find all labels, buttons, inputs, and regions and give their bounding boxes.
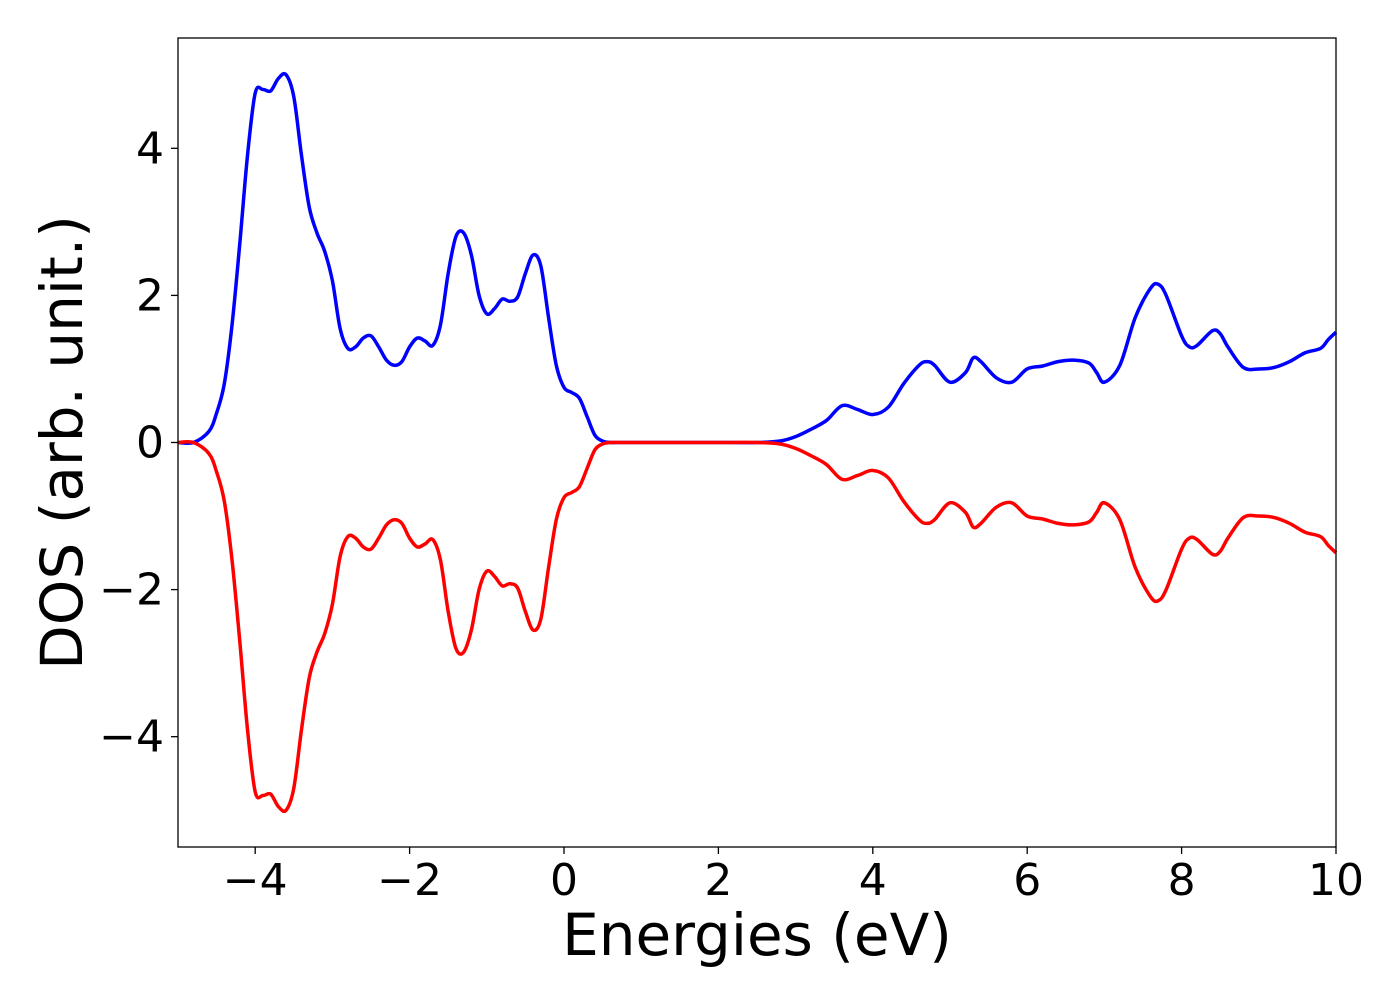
y-tick-label: −4 xyxy=(99,712,164,763)
y-tick-label: 0 xyxy=(136,418,164,469)
plot-frame xyxy=(177,37,1337,848)
x-tick-label: 4 xyxy=(859,855,887,906)
x-tick-label: −2 xyxy=(377,855,442,906)
dos-series-line-1 xyxy=(177,439,1338,814)
dos-series-line-0 xyxy=(177,71,1338,446)
y-tick-label: 4 xyxy=(136,123,164,174)
x-tick-label: −4 xyxy=(223,855,288,906)
x-tick-label: 6 xyxy=(1013,855,1041,906)
y-tick-label: 2 xyxy=(136,270,164,321)
y-axis-title: DOS (arb. unit.) xyxy=(28,215,96,670)
x-tick-label: 0 xyxy=(550,855,578,906)
y-tick-label: −2 xyxy=(99,565,164,616)
x-axis-title: Energies (eV) xyxy=(562,901,952,969)
series-layer xyxy=(177,71,1338,814)
tick-layer: −4 −2 0 2 4 6 8 10 −4 −2 0 2 4 xyxy=(99,123,1364,906)
x-tick-label: 10 xyxy=(1308,855,1364,906)
x-tick-label: 2 xyxy=(704,855,732,906)
x-tick-label: 8 xyxy=(1168,855,1196,906)
